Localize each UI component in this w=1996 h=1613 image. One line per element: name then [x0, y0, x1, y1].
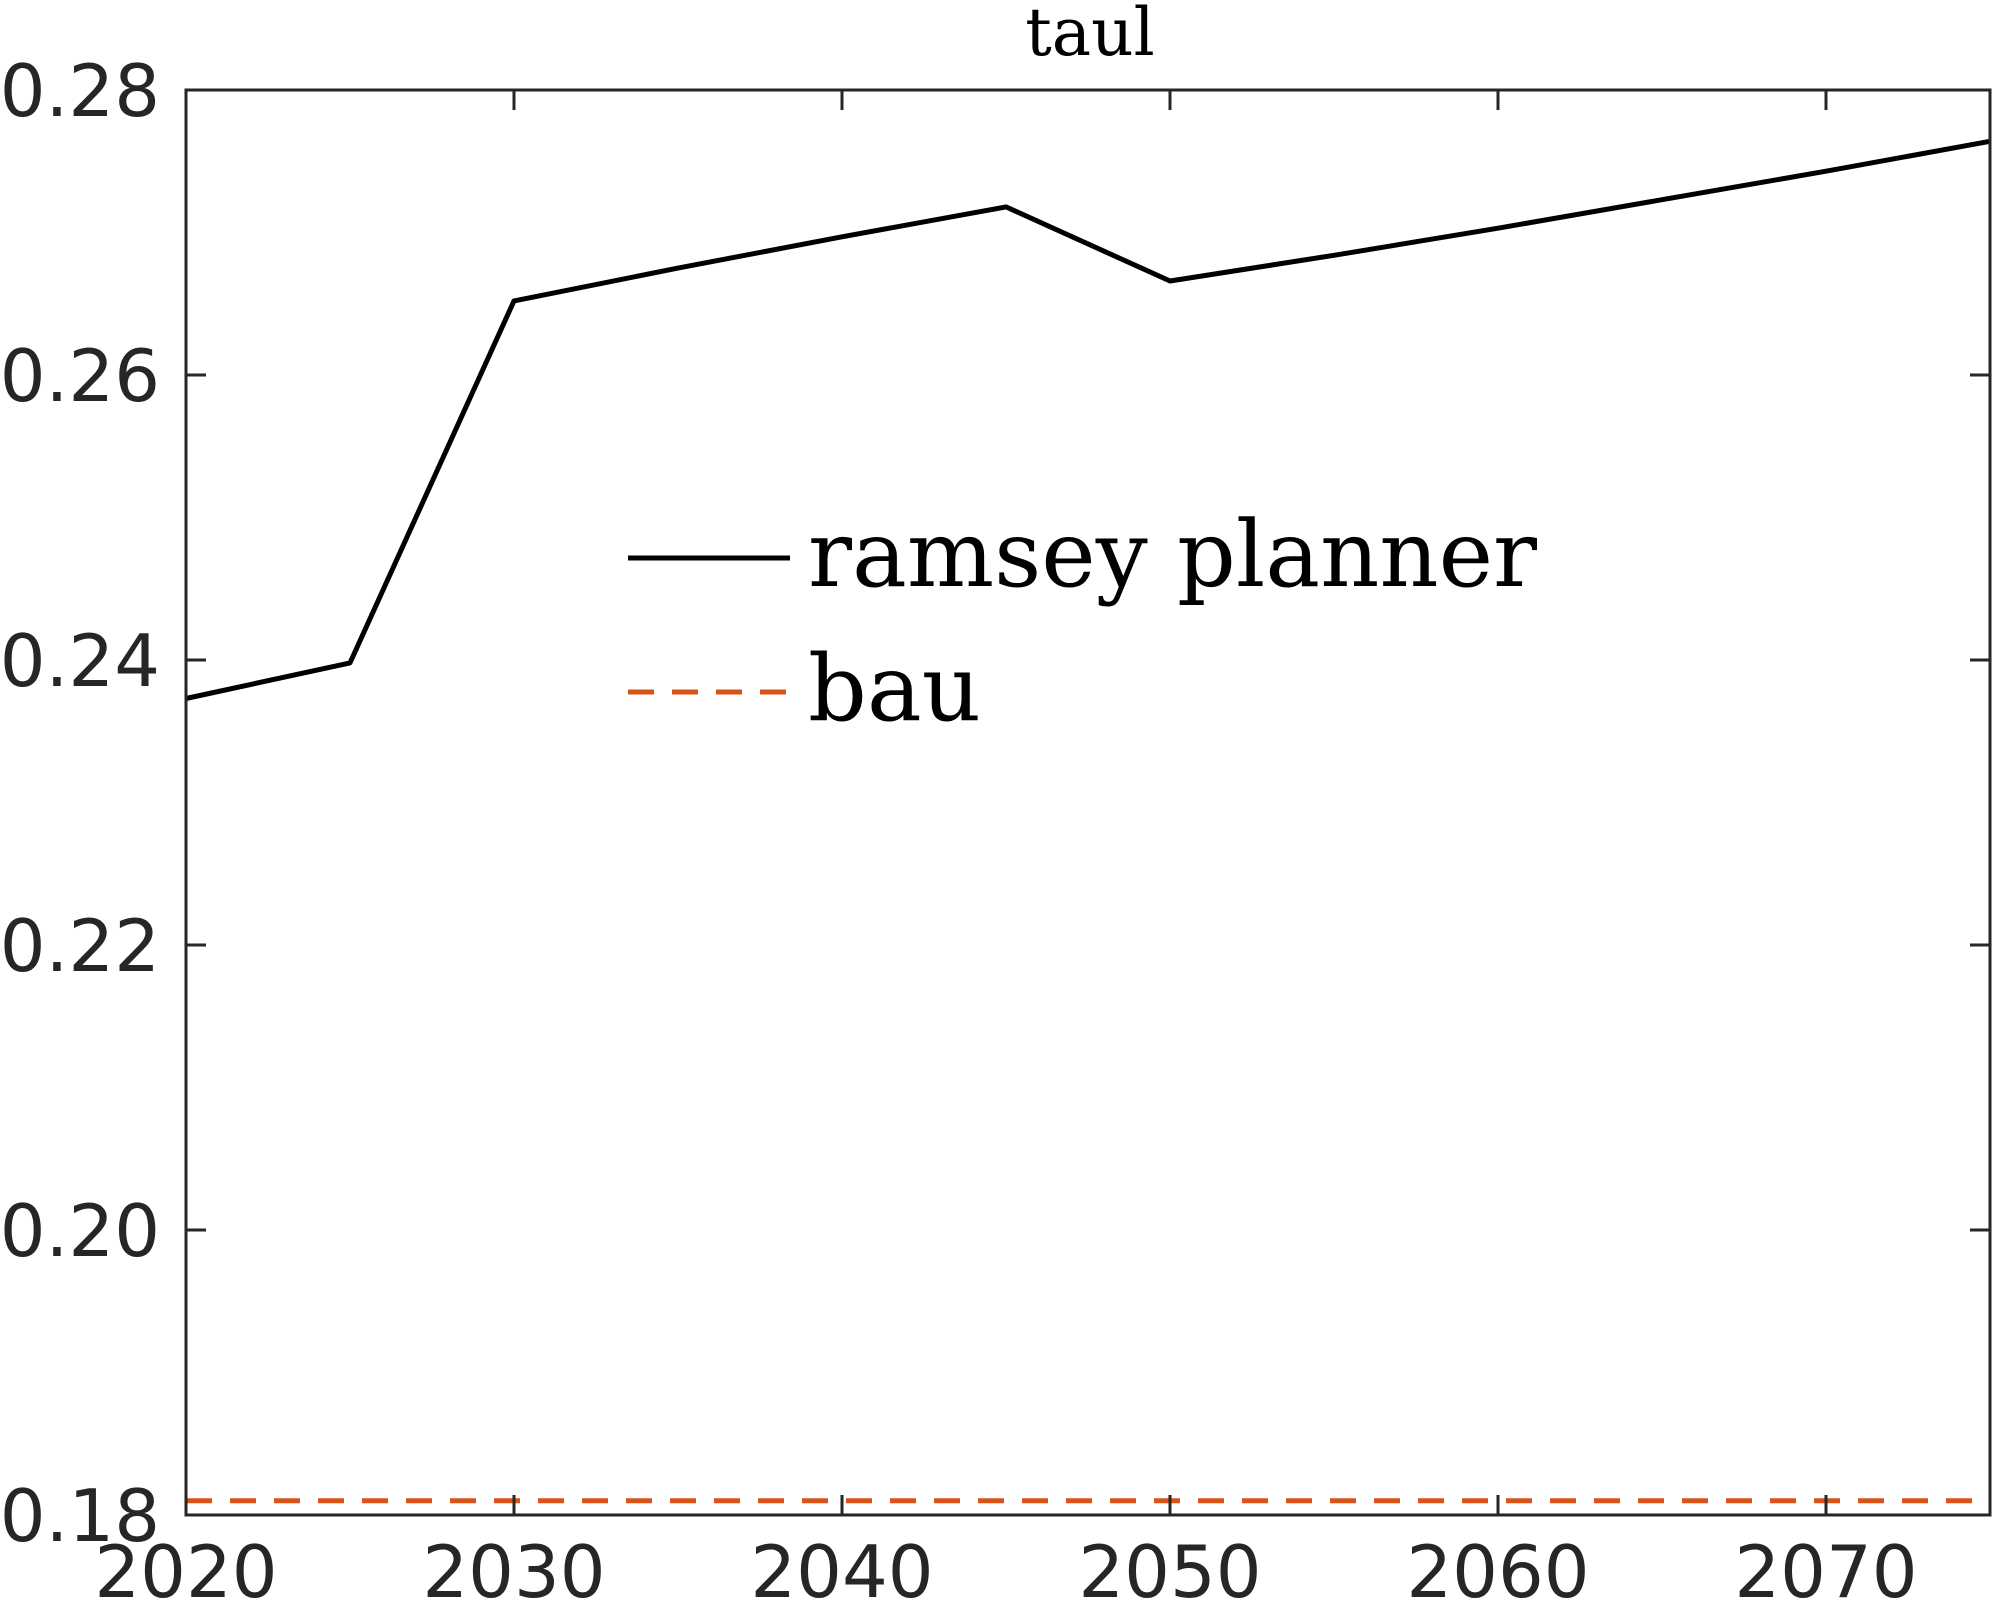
x-tick-label-2060: 2060: [1406, 1530, 1589, 1613]
legend-label-bau: bau: [808, 635, 981, 742]
x-tick-label-2070: 2070: [1734, 1530, 1917, 1613]
y-axis-tick-labels: 0.18 0.20 0.22 0.24 0.26 0.28: [0, 49, 160, 1558]
y-tick-label-0.22: 0.22: [0, 904, 160, 988]
series-line-ramsey-planner: [185, 138, 1991, 701]
y-tick-label-0.26: 0.26: [0, 334, 160, 418]
x-tick-label-2050: 2050: [1078, 1530, 1261, 1613]
series-layer: [185, 138, 1991, 1504]
y-tick-label-0.18: 0.18: [0, 1474, 160, 1558]
x-axis-tick-labels: 2020 2030 2040 2050 2060 2070: [94, 1530, 1917, 1613]
y-tick-label-0.24: 0.24: [0, 619, 160, 703]
x-tick-label-2030: 2030: [422, 1530, 605, 1613]
x-tick-label-2020: 2020: [94, 1530, 277, 1613]
axis-ticks: [184, 88, 1990, 1517]
y-tick-label-0.20: 0.20: [0, 1189, 160, 1273]
legend: ramsey planner bau: [628, 501, 1537, 742]
legend-label-ramsey-planner: ramsey planner: [808, 501, 1537, 608]
x-tick-label-2040: 2040: [750, 1530, 933, 1613]
y-tick-label-0.28: 0.28: [0, 49, 160, 133]
plot-area-frame: [184, 88, 1992, 1517]
chart-title: taul: [1025, 0, 1155, 71]
